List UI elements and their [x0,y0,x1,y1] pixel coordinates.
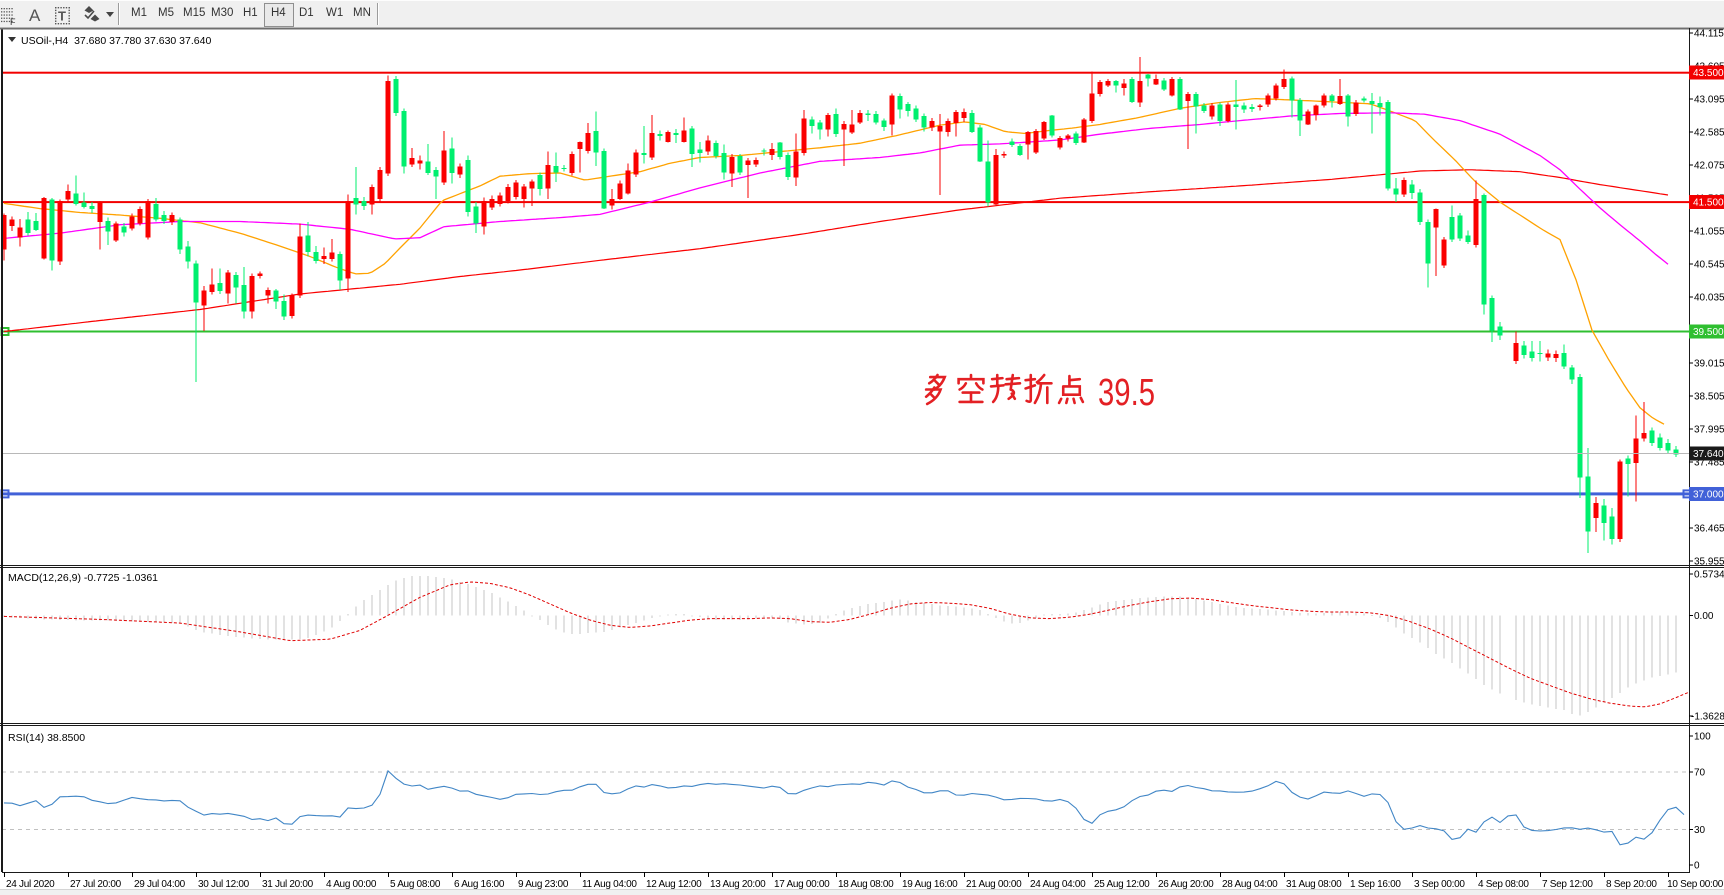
svg-text:38.505: 38.505 [1694,391,1724,402]
svg-text:3 Sep 00:00: 3 Sep 00:00 [1414,879,1465,890]
svg-text:13 Aug 20:00: 13 Aug 20:00 [710,879,766,890]
svg-text:4 Sep 08:00: 4 Sep 08:00 [1478,879,1529,890]
svg-text:-1.3628: -1.3628 [1691,711,1724,722]
svg-text:T: T [58,9,66,24]
svg-text:42.075: 42.075 [1694,160,1724,171]
svg-text:19 Aug 16:00: 19 Aug 16:00 [902,879,958,890]
svg-text:6 Aug 16:00: 6 Aug 16:00 [454,879,505,890]
svg-text:43.095: 43.095 [1694,94,1724,105]
svg-text:RSI(14) 38.8500: RSI(14) 38.8500 [8,732,85,744]
svg-text:0.00: 0.00 [1694,611,1714,622]
svg-text:17 Aug 00:00: 17 Aug 00:00 [774,879,830,890]
svg-text:29 Jul 04:00: 29 Jul 04:00 [134,879,186,890]
svg-text:100: 100 [1694,732,1711,743]
svg-text:37.640: 37.640 [1693,449,1724,460]
svg-text:28 Aug 04:00: 28 Aug 04:00 [1222,879,1278,890]
svg-text:1 Sep 16:00: 1 Sep 16:00 [1350,879,1401,890]
svg-text:41.055: 41.055 [1694,226,1724,237]
svg-text:41.500: 41.500 [1693,198,1724,209]
svg-text:44.115: 44.115 [1694,28,1724,39]
svg-text:8 Sep 20:00: 8 Sep 20:00 [1606,879,1657,890]
svg-text:30: 30 [1694,825,1706,836]
svg-text:12 Aug 12:00: 12 Aug 12:00 [646,879,702,890]
svg-text:26 Aug 20:00: 26 Aug 20:00 [1158,879,1214,890]
svg-text:MACD(12,26,9) -0.7725 -1.0361: MACD(12,26,9) -0.7725 -1.0361 [8,572,158,584]
svg-text:F: F [10,17,16,27]
svg-text:37.995: 37.995 [1694,424,1724,435]
svg-text:37.485: 37.485 [1694,457,1724,468]
svg-text:21 Aug 00:00: 21 Aug 00:00 [966,879,1022,890]
svg-text:24 Aug 04:00: 24 Aug 04:00 [1030,879,1086,890]
svg-text:27 Jul 20:00: 27 Jul 20:00 [70,879,122,890]
svg-text:39.5: 39.5 [1098,372,1155,414]
svg-text:11 Aug 04:00: 11 Aug 04:00 [582,879,637,890]
svg-text:0.5734: 0.5734 [1694,570,1724,581]
svg-text:31 Aug 08:00: 31 Aug 08:00 [1286,879,1342,890]
svg-text:4 Aug 00:00: 4 Aug 00:00 [326,879,377,890]
svg-text:5 Aug 08:00: 5 Aug 08:00 [390,879,441,890]
svg-text:70: 70 [1694,768,1706,779]
svg-text:42.585: 42.585 [1694,127,1724,138]
svg-text:39.015: 39.015 [1694,358,1724,369]
svg-text:39.500: 39.500 [1693,327,1724,338]
svg-text:18 Aug 08:00: 18 Aug 08:00 [838,879,894,890]
svg-text:31 Jul 20:00: 31 Jul 20:00 [262,879,314,890]
svg-text:36.465: 36.465 [1694,523,1724,534]
svg-text:37.000: 37.000 [1693,489,1724,500]
svg-text:24 Jul 2020: 24 Jul 2020 [6,879,55,890]
svg-text:10 Sep 00:00: 10 Sep 00:00 [1667,879,1724,890]
svg-text:0: 0 [1694,861,1700,872]
svg-text:25 Aug 12:00: 25 Aug 12:00 [1094,879,1150,890]
svg-text:43.500: 43.500 [1693,68,1724,79]
svg-text:USOil-,H4 37.680 37.780 37.63: USOil-,H4 37.680 37.780 37.630 37.640 [21,35,211,47]
svg-text:40.035: 40.035 [1694,292,1724,303]
svg-text:7 Sep 12:00: 7 Sep 12:00 [1542,879,1593,890]
svg-text:35.955: 35.955 [1694,556,1724,567]
svg-text:A: A [29,6,41,25]
svg-text:30 Jul 12:00: 30 Jul 12:00 [198,879,250,890]
svg-text:40.545: 40.545 [1694,259,1724,270]
svg-text:9 Aug 23:00: 9 Aug 23:00 [518,879,569,890]
